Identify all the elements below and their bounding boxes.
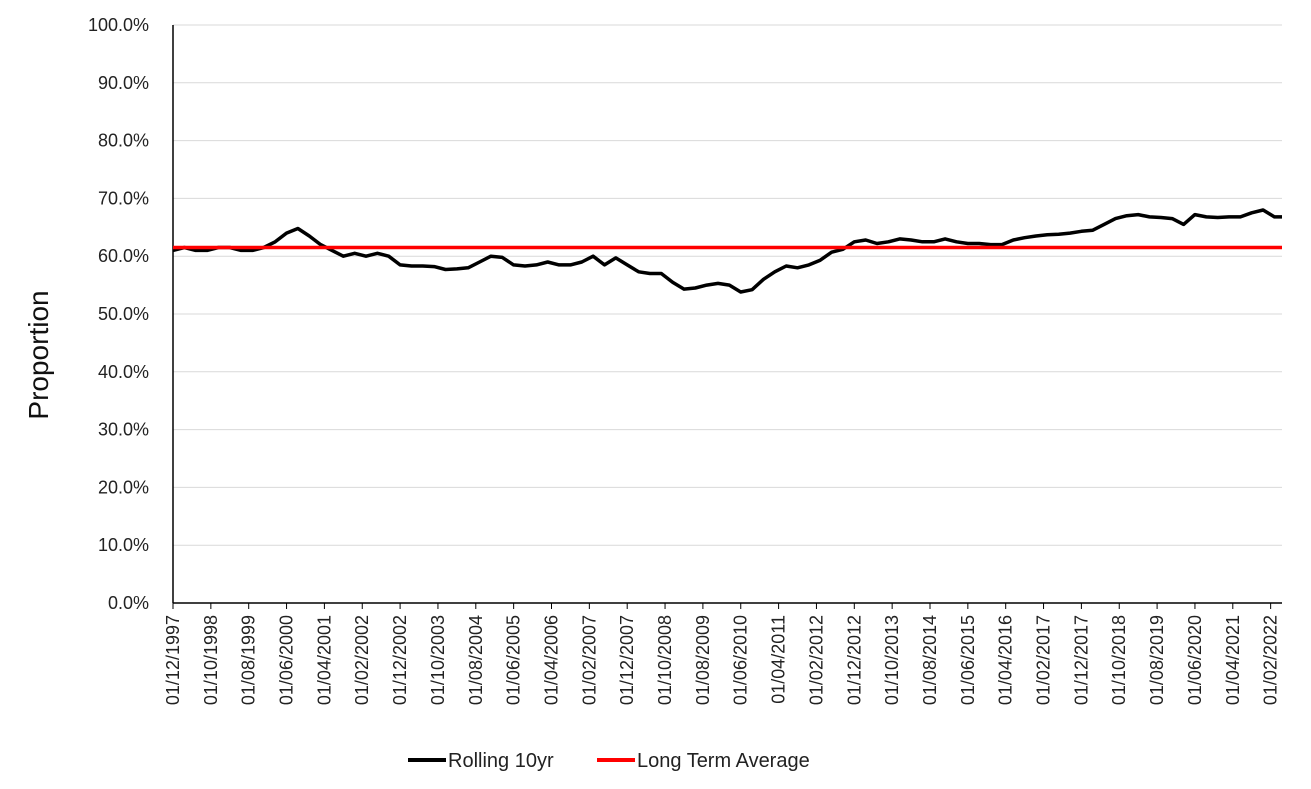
y-axis-tick-labels: 0.0% 10.0% 20.0% 30.0% 40.0% 50.0% 60.0% 70.0% 8… bbox=[88, 15, 149, 613]
x-tick-label: 01/02/2002 bbox=[352, 615, 372, 705]
legend-label: Long Term Average bbox=[637, 750, 810, 772]
x-tick-label: 01/02/2007 bbox=[579, 615, 599, 705]
y-tick-label: 90.0% bbox=[98, 73, 149, 93]
x-tick-label: 01/10/2003 bbox=[428, 615, 448, 705]
x-tick-label: 01/08/2004 bbox=[466, 615, 486, 705]
x-tick-label: 01/12/2017 bbox=[1071, 615, 1091, 705]
y-tick-label: 50.0% bbox=[98, 304, 149, 324]
y-tick-label: 20.0% bbox=[98, 477, 149, 497]
x-tick-label: 01/04/2006 bbox=[541, 615, 561, 705]
x-tick-label: 01/02/2022 bbox=[1261, 615, 1281, 705]
x-tick-label: 01/06/2010 bbox=[731, 615, 751, 705]
y-tick-label: 10.0% bbox=[98, 535, 149, 555]
x-tick-label: 01/02/2017 bbox=[1034, 615, 1054, 705]
x-tick-label: 01/04/2021 bbox=[1223, 615, 1243, 705]
x-tick-label: 01/04/2016 bbox=[996, 615, 1016, 705]
y-tick-label: 60.0% bbox=[98, 246, 149, 266]
legend: Rolling 10yr Long Term Average bbox=[408, 750, 810, 772]
x-tick-label: 01/08/2019 bbox=[1147, 615, 1167, 705]
x-tick-label: 01/10/2018 bbox=[1109, 615, 1129, 705]
x-tick-label: 01/06/2000 bbox=[277, 615, 297, 705]
y-tick-label: 30.0% bbox=[98, 420, 149, 440]
x-tick-label: 01/02/2012 bbox=[806, 615, 826, 705]
x-tick-label: 01/10/1998 bbox=[201, 615, 221, 705]
x-tick-label: 01/06/2020 bbox=[1185, 615, 1205, 705]
y-tick-label: 100.0% bbox=[88, 15, 149, 35]
series-lines bbox=[172, 208, 1282, 294]
x-tick-label: 01/04/2011 bbox=[769, 615, 789, 704]
x-tick-label: 01/10/2013 bbox=[882, 615, 902, 705]
gridlines bbox=[173, 24, 1282, 546]
x-tick-label: 01/10/2008 bbox=[655, 615, 675, 705]
y-tick-label: 40.0% bbox=[98, 362, 149, 382]
x-tick-label: 01/12/1997 bbox=[163, 615, 183, 705]
y-tick-label: 80.0% bbox=[98, 131, 149, 151]
legend-label: Rolling 10yr bbox=[448, 750, 554, 772]
x-tick-label: 01/08/2009 bbox=[693, 615, 713, 705]
x-tick-label: 01/12/2012 bbox=[844, 615, 864, 705]
y-axis-title: Proportion bbox=[23, 290, 54, 419]
x-axis-ticks: 01/12/1997 01/10/1998 01/08/1999 01/06/2000… bbox=[163, 603, 1281, 705]
x-tick-label: 01/06/2015 bbox=[958, 615, 978, 705]
series-line-0 bbox=[172, 208, 1282, 294]
x-tick-label: 01/08/1999 bbox=[239, 615, 259, 705]
x-tick-label: 01/04/2001 bbox=[314, 615, 334, 705]
y-tick-label: 0.0% bbox=[108, 593, 149, 613]
y-tick-label: 70.0% bbox=[98, 188, 149, 208]
x-tick-label: 01/12/2002 bbox=[390, 615, 410, 705]
x-tick-label: 01/08/2014 bbox=[920, 615, 940, 705]
x-tick-label: 01/12/2007 bbox=[617, 615, 637, 705]
x-tick-label: 01/06/2005 bbox=[504, 615, 524, 705]
